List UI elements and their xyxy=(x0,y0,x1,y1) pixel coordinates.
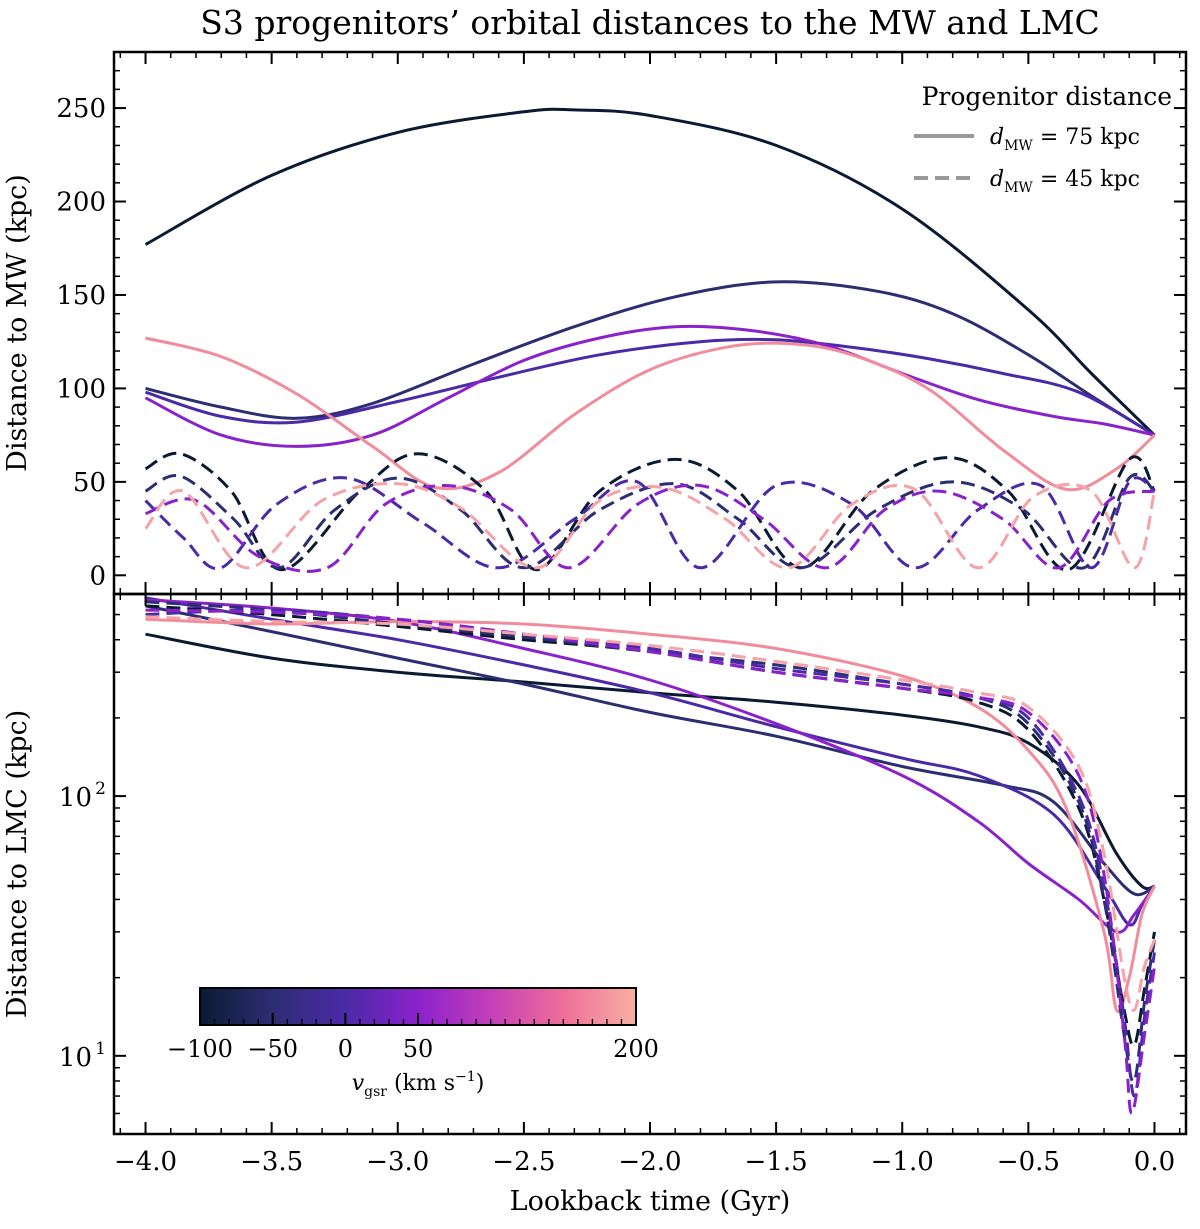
mw-y-tick-label: 50 xyxy=(73,468,106,498)
chart-title: S3 progenitors’ orbital distances to the… xyxy=(200,3,1100,42)
mw-y-tick-label: 0 xyxy=(89,561,106,591)
colorbar-tick-label: −50 xyxy=(247,1035,298,1063)
mw-series-dashed-7 xyxy=(144,476,1156,571)
legend-entry-solid: dMW = 75 kpc xyxy=(990,125,1140,154)
mw-series-dashed-5 xyxy=(144,451,1156,572)
xlabel: Lookback time (Gyr) xyxy=(510,1186,791,1217)
lmc-ylabel: Distance to LMC (kpc) xyxy=(2,710,33,1019)
lmc-y-tick-label: 10 xyxy=(59,1043,92,1073)
colorbar-tick-label: −100 xyxy=(167,1035,233,1063)
mw-ylabel: Distance to MW (kpc) xyxy=(2,174,33,472)
colorbar: −100 −50 0 50 200 vgsr (km s−1) xyxy=(167,987,659,1100)
legend: Progenitor distance dMW = 75 kpc dMW = 4… xyxy=(914,82,1172,196)
lmc-series-dashed-9 xyxy=(145,615,1156,1012)
mw-y-tick-label: 250 xyxy=(56,94,106,124)
lmc-series-solid-0 xyxy=(145,632,1155,891)
lmc-series-solid-2 xyxy=(145,596,1156,927)
mw-series-solid-3 xyxy=(144,324,1155,448)
lmc-series-solid-4 xyxy=(145,617,1156,1014)
colorbar-tick-label: 50 xyxy=(403,1035,434,1063)
x-tick-label: −2.5 xyxy=(492,1147,555,1177)
lmc-y-tick-exponent: 1 xyxy=(95,1039,106,1059)
mw-y-tick-label: 200 xyxy=(56,188,106,218)
mw-series-solid-4 xyxy=(145,336,1156,492)
legend-title: Progenitor distance xyxy=(922,82,1172,111)
tick-labels: −4.0 −3.5 −3.0 −2.5 −2.0 −1.5 −1.0 −0.5 0.005010… xyxy=(56,94,1175,1177)
lmc-series-dashed-8 xyxy=(145,608,1156,1115)
mw-series-dashed-9 xyxy=(144,481,1156,570)
mw-series-dashed-8 xyxy=(144,483,1155,573)
lmc-series-group xyxy=(145,596,1156,1115)
mw-y-tick-label: 100 xyxy=(56,374,106,404)
x-tick-label: 0.0 xyxy=(1134,1147,1175,1177)
colorbar-ticks: −100 −50 0 50 200 xyxy=(167,1013,659,1063)
lmc-y-tick-label: 10 xyxy=(59,783,92,813)
x-tick-label: −1.0 xyxy=(871,1147,934,1177)
x-tick-label: −3.0 xyxy=(366,1147,429,1177)
x-tick-label: −4.0 xyxy=(114,1147,177,1177)
lmc-y-tick-exponent: 2 xyxy=(95,779,106,799)
colorbar-tick-label: 200 xyxy=(613,1035,659,1063)
lmc-axes-frame xyxy=(112,592,1188,1136)
mw-series-solid-1 xyxy=(145,280,1156,437)
x-tick-label: −1.5 xyxy=(745,1147,808,1177)
mw-series-dashed-6 xyxy=(144,472,1156,570)
x-tick-label: −2.0 xyxy=(618,1147,681,1177)
mw-series-solid-2 xyxy=(145,337,1156,437)
mw-series-solid-0 xyxy=(144,107,1156,437)
colorbar-tick-label: 0 xyxy=(338,1035,353,1063)
colorbar-label: vgsr (km s−1) xyxy=(352,1069,485,1100)
x-tick-label: −3.5 xyxy=(240,1147,303,1177)
x-tick-label: −0.5 xyxy=(997,1147,1060,1177)
mw-y-tick-label: 150 xyxy=(56,281,106,311)
mw-series-group xyxy=(144,107,1156,573)
legend-entry-dashed: dMW = 45 kpc xyxy=(990,167,1140,196)
lmc-series-dashed-5 xyxy=(145,604,1156,1048)
